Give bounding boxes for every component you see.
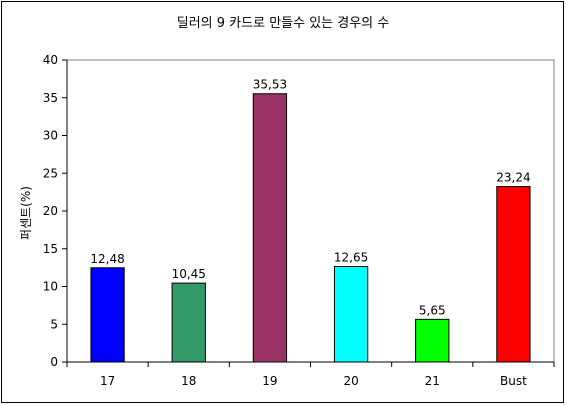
bar-19 [252, 93, 288, 363]
y-tick-label: 35 [43, 91, 58, 105]
y-axis: 0 5 10 15 20 25 30 35 40 [43, 53, 68, 369]
y-tick-label: 15 [43, 242, 58, 256]
data-label: 23,24 [496, 171, 530, 185]
bar-bust [496, 186, 531, 363]
y-tick-label: 5 [50, 317, 58, 331]
y-tick-label: 0 [50, 355, 58, 369]
bars [90, 93, 531, 363]
data-label: 10,45 [172, 267, 206, 281]
y-tick-label: 20 [43, 204, 58, 218]
data-labels: 12,48 10,45 35,53 12,65 5,65 23,24 [90, 78, 530, 318]
x-axis: 17 18 19 20 21 Bust [66, 361, 555, 388]
x-tick-label: 18 [181, 374, 196, 388]
x-tick-label: 21 [425, 374, 440, 388]
chart-title: 딜러의 9 카드로 만들수 있는 경우의 수 [177, 16, 390, 31]
x-tick-label: Bust [500, 374, 527, 388]
data-label: 35,53 [253, 78, 287, 92]
x-tick-label: 19 [262, 374, 277, 388]
x-tick-label: 20 [343, 374, 358, 388]
bar-17 [90, 267, 125, 363]
y-tick-label: 40 [43, 53, 58, 67]
bar-20 [333, 265, 369, 363]
bar-21 [415, 318, 450, 363]
plot-area [66, 59, 555, 363]
y-tick-label: 10 [43, 280, 58, 294]
bar-18 [171, 282, 206, 363]
y-tick-label: 25 [43, 166, 58, 180]
data-label: 12,48 [90, 252, 124, 266]
data-label: 5,65 [419, 303, 446, 317]
y-axis-label: 퍼센트(%) [19, 186, 33, 240]
data-label: 12,65 [334, 250, 368, 264]
x-tick-label: 17 [100, 374, 115, 388]
y-tick-label: 30 [43, 129, 58, 143]
